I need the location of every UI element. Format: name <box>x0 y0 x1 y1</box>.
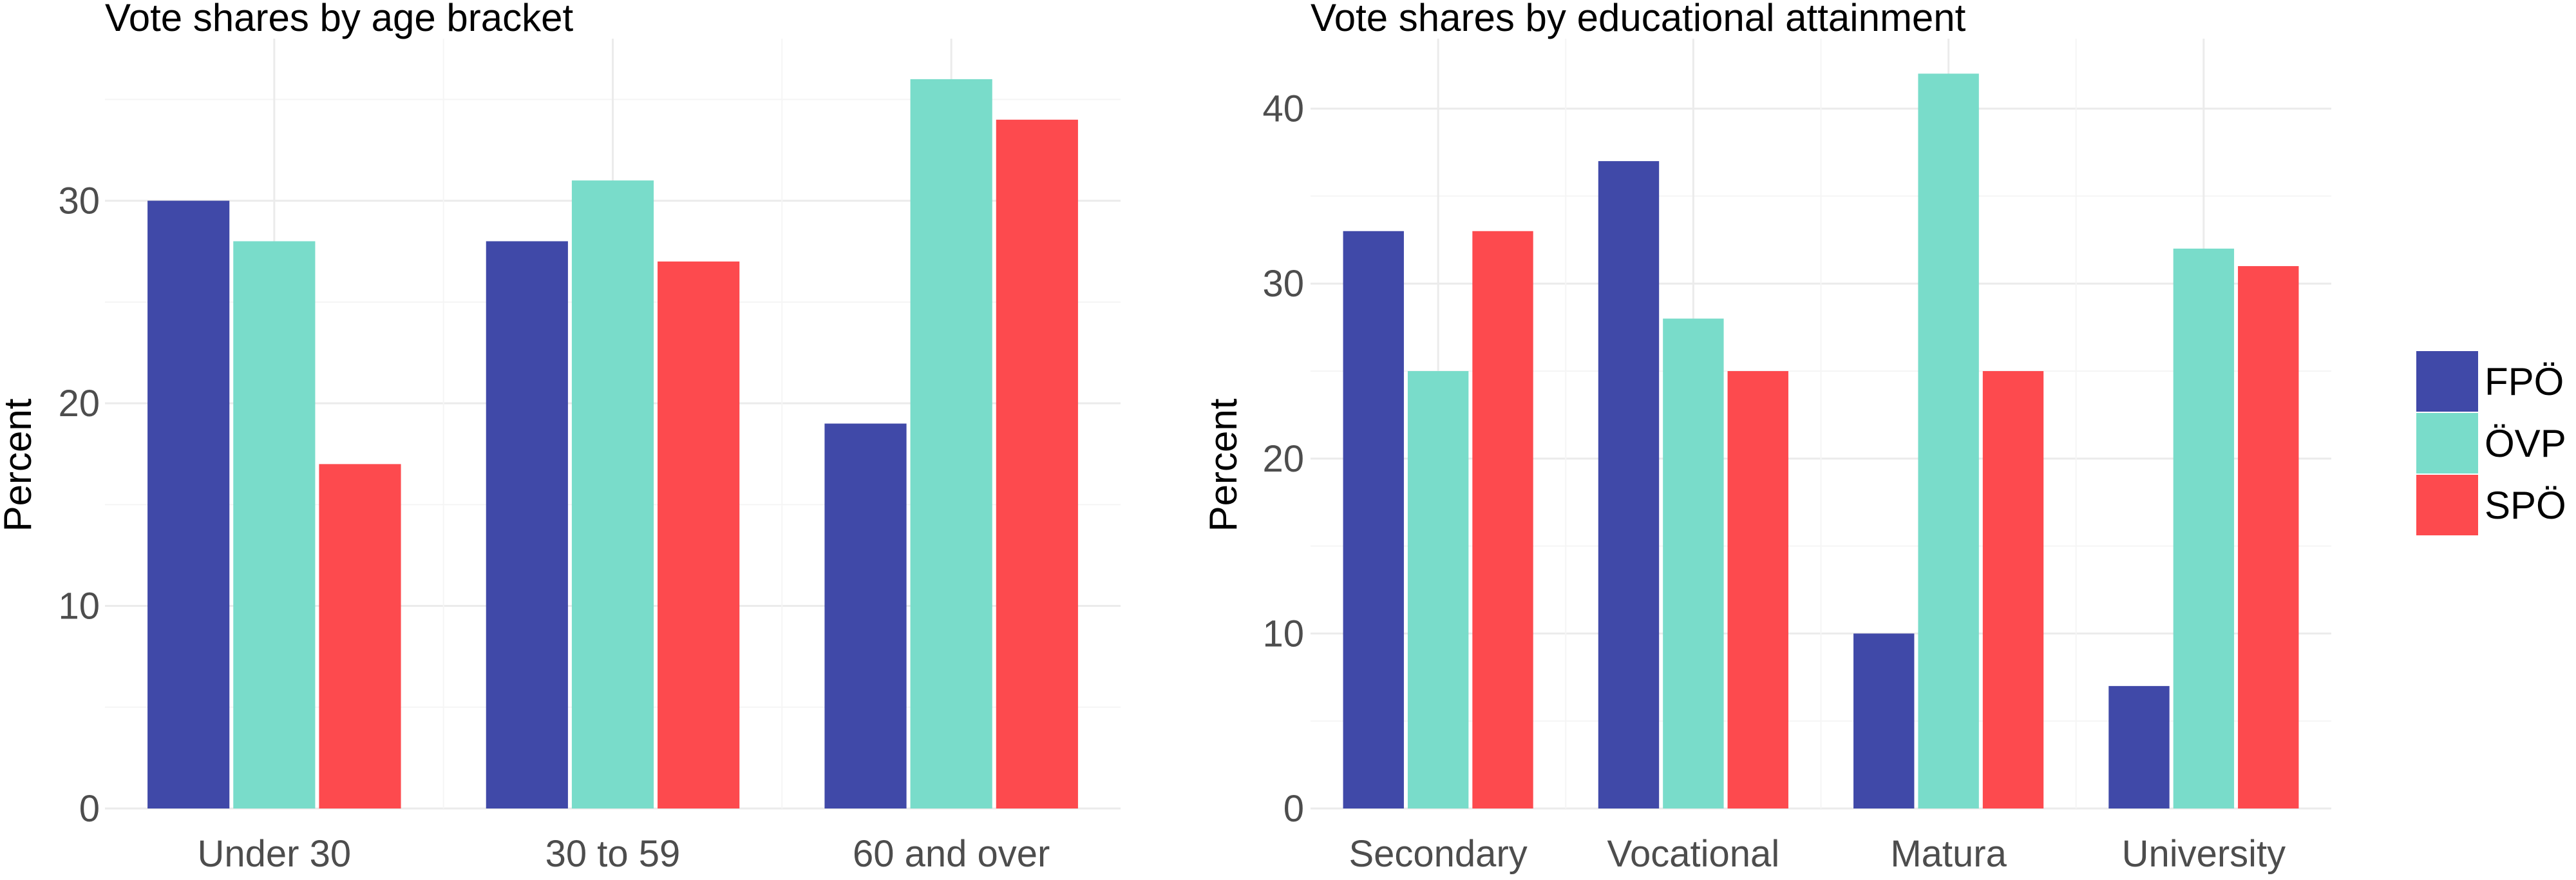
bar-age-30-to-59-spo <box>658 261 740 809</box>
education-chart-title: Vote shares by educational attainment <box>1311 0 1966 39</box>
education-x-tick-label: Secondary <box>1349 833 1527 875</box>
bar-education-secondary-ovp <box>1407 371 1469 808</box>
age-y-axis-label: Percent <box>0 398 39 531</box>
bar-age-30-to-59-fpo <box>486 241 568 808</box>
legend-key-fpo <box>2416 351 2478 412</box>
bar-age-60-and-over-ovp <box>910 79 992 808</box>
legend-label-ovp: ÖVP <box>2485 422 2566 465</box>
education-y-tick-label: 30 <box>1262 263 1304 305</box>
age-y-tick-label: 0 <box>79 788 100 830</box>
age-chart-title: Vote shares by age bracket <box>105 0 573 39</box>
bar-age-30-to-59-ovp <box>571 180 654 808</box>
legend-label-spo: SPÖ <box>2485 484 2566 527</box>
bar-age-under-30-fpo <box>147 200 230 808</box>
bar-education-matura-ovp <box>1918 73 1979 808</box>
education-x-tick-label: Matura <box>1890 833 2007 875</box>
bar-age-60-and-over-fpo <box>824 423 907 808</box>
bar-education-university-spo <box>2238 266 2299 808</box>
education-y-tick-label: 0 <box>1283 788 1304 830</box>
education-x-tick-label: University <box>2122 833 2286 875</box>
age-y-tick-label: 30 <box>58 180 100 222</box>
age-x-tick-label: 60 and over <box>853 833 1050 875</box>
age-x-tick-label: 30 to 59 <box>545 833 681 875</box>
bar-education-vocational-fpo <box>1598 161 1660 808</box>
bar-education-matura-spo <box>1982 371 2044 808</box>
bar-education-secondary-fpo <box>1343 231 1404 808</box>
legend-label-fpo: FPÖ <box>2485 360 2564 403</box>
bar-education-vocational-spo <box>1727 371 1788 808</box>
legend-key-spo <box>2416 475 2478 535</box>
age-x-tick-label: Under 30 <box>198 833 352 875</box>
education-y-tick-label: 40 <box>1262 88 1304 130</box>
legend: FPÖ ÖVP SPÖ <box>2416 351 2566 535</box>
education-y-tick-label: 10 <box>1262 613 1304 655</box>
age-bracket-panel: Vote shares by age bracket Percent 0 10 20… <box>0 0 1121 875</box>
age-y-tick-label: 20 <box>58 383 100 425</box>
bar-age-under-30-spo <box>319 464 401 808</box>
age-y-tick-label: 10 <box>58 586 100 627</box>
bar-education-secondary-spo <box>1472 231 1533 808</box>
education-y-tick-label: 20 <box>1262 438 1304 480</box>
bar-education-matura-fpo <box>1853 633 1915 808</box>
bar-age-under-30-ovp <box>233 241 316 808</box>
bar-education-university-ovp <box>2173 248 2235 809</box>
legend-key-ovp <box>2416 413 2478 473</box>
education-y-axis-label: Percent <box>1202 398 1245 531</box>
bar-age-60-and-over-spo <box>996 119 1078 809</box>
education-x-tick-label: Vocational <box>1607 833 1780 875</box>
bar-education-university-fpo <box>2108 685 2170 808</box>
education-panel: Vote shares by educational attainment Pe… <box>1202 0 2331 875</box>
bar-education-vocational-ovp <box>1663 318 1724 809</box>
